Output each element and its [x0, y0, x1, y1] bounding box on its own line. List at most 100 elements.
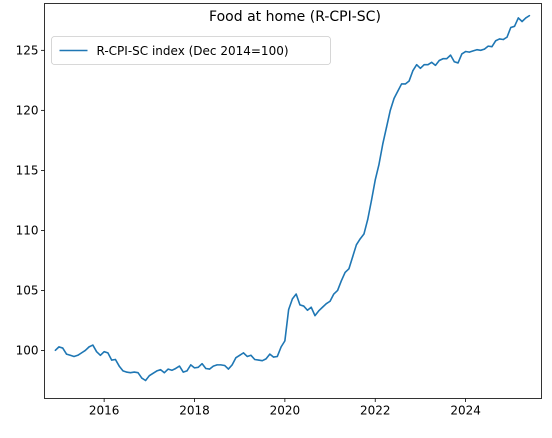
data-point — [453, 61, 455, 63]
data-point — [224, 364, 226, 367]
x-tick-label: 2022 — [360, 404, 391, 418]
data-point — [389, 109, 391, 111]
data-point — [92, 344, 94, 346]
data-point — [269, 353, 271, 355]
data-point — [197, 366, 199, 368]
x-tick-label: 2018 — [179, 404, 210, 418]
data-point — [400, 83, 403, 85]
data-point — [239, 354, 241, 356]
data-point — [378, 163, 380, 165]
data-point — [464, 50, 467, 53]
data-point — [193, 367, 196, 369]
data-point — [62, 347, 64, 349]
data-point — [442, 58, 444, 60]
data-point — [227, 368, 229, 370]
data-point — [359, 238, 361, 240]
data-point — [175, 367, 177, 370]
data-point — [178, 365, 181, 367]
data-point — [163, 372, 165, 374]
data-point — [329, 300, 331, 302]
data-point — [212, 365, 214, 367]
data-point — [344, 271, 346, 274]
data-point — [457, 62, 459, 64]
data-point — [141, 377, 143, 379]
data-point — [404, 83, 406, 85]
data-point — [69, 354, 71, 356]
data-point — [284, 340, 286, 342]
data-point — [325, 303, 327, 305]
data-point — [521, 20, 523, 23]
data-point — [487, 45, 489, 47]
data-point — [205, 367, 207, 370]
data-point — [80, 352, 83, 354]
data-point — [111, 359, 113, 361]
data-point — [231, 364, 233, 366]
data-point — [529, 14, 531, 17]
data-point — [58, 346, 60, 348]
data-point — [77, 354, 79, 356]
data-point — [265, 358, 267, 360]
x-tick-label: 2024 — [450, 404, 481, 418]
data-point — [160, 369, 162, 371]
data-point — [412, 70, 414, 72]
y-tick-label: 100 — [16, 344, 39, 358]
data-point — [318, 310, 320, 312]
y-tick-label: 125 — [16, 44, 39, 58]
data-point — [144, 379, 147, 382]
data-point — [431, 61, 433, 63]
data-point — [272, 356, 275, 358]
data-point — [397, 90, 399, 92]
x-tick-label: 2016 — [89, 404, 120, 418]
data-point — [276, 355, 278, 358]
data-point — [525, 17, 527, 19]
data-point — [254, 358, 256, 361]
data-point — [367, 219, 369, 221]
data-point — [517, 17, 519, 19]
data-point — [472, 50, 474, 52]
data-point — [333, 293, 335, 295]
data-point — [393, 97, 395, 99]
chart-title: Food at home (R-CPI-SC) — [209, 9, 381, 25]
data-point — [498, 38, 501, 40]
data-point — [171, 369, 173, 371]
data-point — [348, 268, 350, 270]
data-point — [54, 349, 56, 352]
data-point — [88, 346, 90, 348]
data-point — [355, 244, 357, 246]
data-point — [427, 64, 429, 66]
data-point — [446, 58, 448, 60]
data-point — [491, 46, 493, 48]
data-point — [201, 363, 203, 365]
data-point — [495, 40, 497, 42]
y-tick-label: 105 — [16, 284, 39, 298]
y-tick-label: 115 — [16, 164, 39, 178]
data-point — [257, 359, 260, 361]
data-point — [510, 26, 512, 29]
data-point — [126, 371, 128, 373]
data-point — [242, 352, 245, 354]
data-point — [416, 64, 418, 66]
data-point — [370, 199, 373, 201]
legend-box — [51, 36, 331, 65]
data-point — [208, 368, 211, 370]
data-point — [352, 256, 354, 258]
data-point — [321, 306, 324, 308]
data-point — [291, 298, 294, 300]
legend-label: R-CPI-SC index (Dec 2014=100) — [97, 44, 289, 58]
data-point — [114, 358, 117, 361]
data-point — [156, 370, 158, 372]
data-point — [182, 371, 184, 373]
data-point — [280, 346, 282, 348]
data-point — [363, 233, 365, 235]
data-point — [295, 293, 297, 295]
data-point — [167, 368, 169, 370]
plot-area — [54, 14, 531, 382]
y-tick-label: 110 — [16, 224, 39, 238]
data-point — [419, 67, 422, 69]
data-point — [133, 371, 135, 373]
data-point — [137, 372, 139, 374]
data-point — [190, 364, 192, 366]
